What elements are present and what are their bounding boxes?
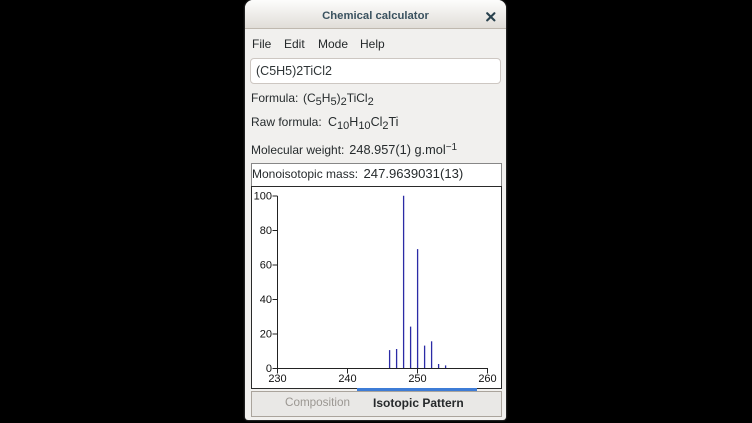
svg-text:60: 60 <box>260 260 272 272</box>
svg-text:20: 20 <box>260 329 272 341</box>
svg-text:40: 40 <box>260 294 272 306</box>
svg-text:240: 240 <box>338 373 356 385</box>
svg-text:260: 260 <box>478 373 496 385</box>
svg-text:0: 0 <box>266 363 272 375</box>
svg-text:80: 80 <box>260 225 272 237</box>
svg-text:230: 230 <box>268 373 286 385</box>
svg-text:250: 250 <box>408 373 426 385</box>
svg-text:100: 100 <box>254 191 272 203</box>
